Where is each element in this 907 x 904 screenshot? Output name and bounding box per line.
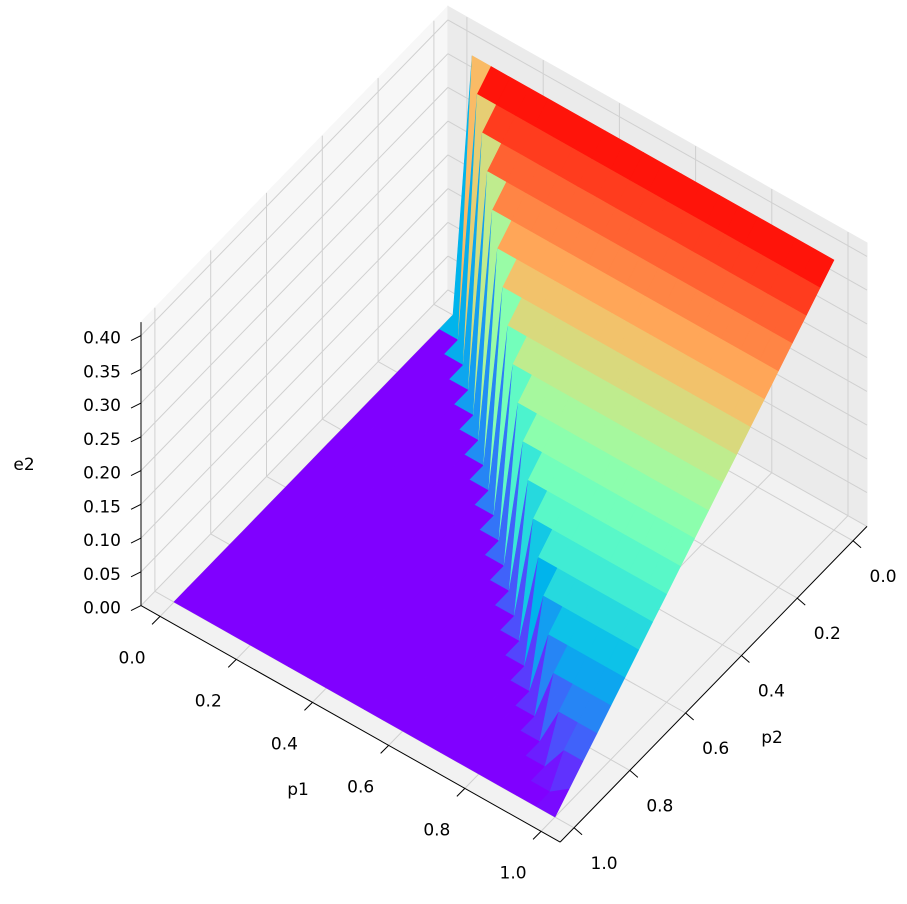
y-tick-label: 0.8 — [646, 796, 673, 816]
surface — [173, 55, 835, 818]
y-tick — [741, 655, 750, 663]
grid-line — [140, 255, 449, 573]
z-tick — [130, 402, 142, 409]
y-tick — [685, 712, 694, 721]
y-tick — [796, 597, 806, 606]
y-tick-label: 0.4 — [758, 682, 785, 702]
z-tick-label: 0.00 — [83, 599, 121, 619]
z-tick — [130, 605, 142, 612]
z-axis-label: e2 — [13, 455, 34, 475]
y-tick — [852, 540, 862, 549]
x-tick-label: 1.0 — [500, 863, 527, 883]
z-tick — [130, 368, 142, 375]
y-tick-label: 0.6 — [702, 739, 729, 759]
grid-line — [447, 19, 868, 257]
z-tick-label: 0.15 — [83, 497, 121, 517]
x-tick — [227, 658, 237, 668]
x-tick-label: 0.8 — [423, 820, 450, 840]
y-tick-label: 1.0 — [591, 854, 618, 874]
z-tick — [130, 335, 142, 342]
grid-line — [540, 515, 849, 832]
surface-patch — [535, 788, 570, 818]
z-tick-label: 0.25 — [83, 430, 121, 450]
y-axis-label: p2 — [761, 728, 783, 748]
x-axis-label: p1 — [287, 780, 309, 800]
y-axis-line — [559, 526, 868, 843]
y-tick-label: 0.0 — [870, 567, 897, 587]
z-tick-label: 0.05 — [83, 565, 121, 585]
axes: 0.0 0.2 0.4 0.6 0.8 1.0 0.0 0.2 0.4 0.6 0.8 1.0 0.00… — [83, 322, 897, 883]
grid-line — [140, 19, 449, 336]
z-tick-label: 0.30 — [83, 396, 121, 416]
z-tick — [130, 503, 142, 510]
y-tick — [573, 827, 583, 836]
x-tick-label: 0.4 — [271, 734, 298, 754]
x-tick-label: 0.6 — [347, 777, 374, 797]
x-tick-label: 0.2 — [195, 691, 222, 711]
z-tick — [130, 436, 142, 443]
x-tick-label: 0.0 — [119, 648, 146, 668]
grid-line — [140, 154, 449, 471]
y-tick-label: 0.2 — [814, 624, 841, 644]
y-tick — [629, 769, 639, 778]
x-tick — [151, 615, 161, 625]
x-tick — [304, 701, 313, 711]
grid-line — [140, 87, 449, 404]
z-tick-label: 0.10 — [83, 531, 121, 551]
grid-line — [140, 289, 449, 606]
x-axis-line — [140, 605, 561, 843]
z-tick-label: 0.40 — [83, 329, 121, 349]
z-tick-label: 0.20 — [83, 464, 121, 484]
x-tick — [456, 787, 466, 797]
grid-line — [140, 222, 449, 539]
x-tick — [380, 744, 390, 754]
grid-line — [140, 120, 449, 438]
grid-line — [140, 53, 449, 370]
x-tick — [532, 830, 542, 840]
grid-line — [140, 188, 449, 505]
z-tick-label: 0.35 — [83, 362, 121, 382]
z-tick — [130, 571, 142, 578]
z-tick — [130, 470, 142, 477]
z-tick — [130, 537, 142, 544]
